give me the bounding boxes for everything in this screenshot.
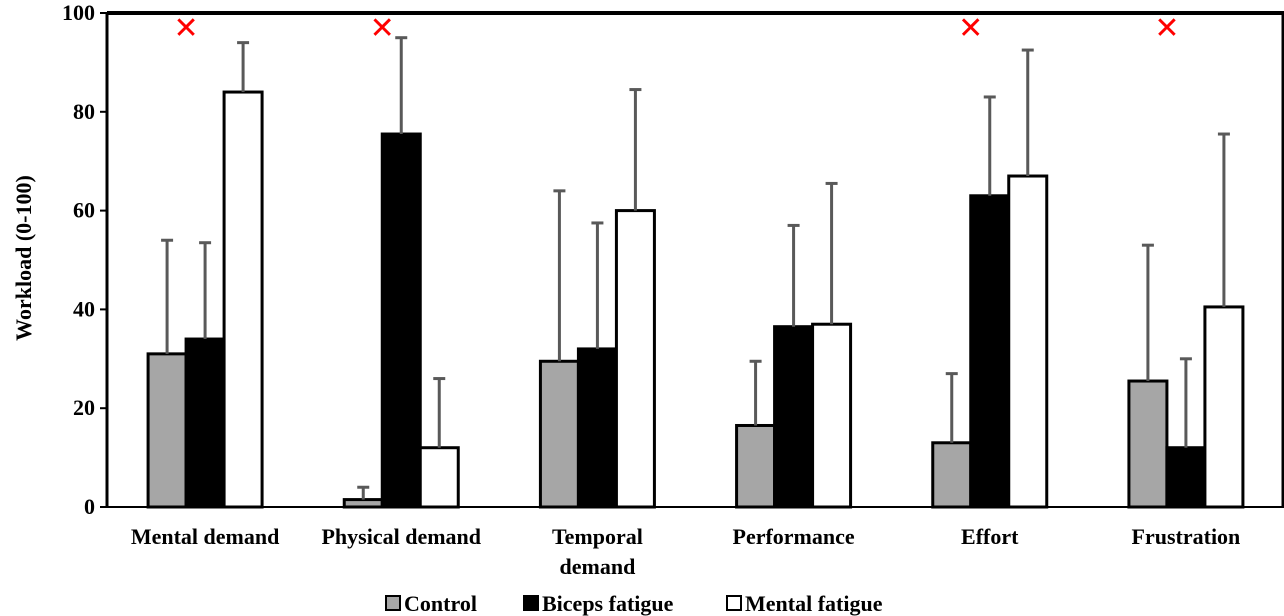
x-category-label: Physical demand: [321, 524, 481, 549]
x-axis-categories: Mental demand Physical demand Temporal dema…: [131, 524, 1240, 579]
x-category-label: demand: [560, 554, 636, 579]
y-axis-label: Workload (0-100): [11, 175, 36, 341]
bar-mental-fatigue: [222, 90, 264, 509]
y-tick-label: 0: [84, 494, 95, 519]
bar-mental-fatigue: [614, 209, 656, 509]
bar-control: [931, 441, 973, 509]
bar-biceps-fatigue: [576, 347, 618, 509]
legend-label: Control: [404, 591, 477, 616]
legend-swatch: [385, 595, 401, 611]
x-category-label: Effort: [961, 524, 1019, 549]
legend-swatch: [726, 595, 742, 611]
bar-control: [735, 423, 777, 509]
legend: Control Biceps fatigue Mental fatigue: [385, 591, 883, 616]
significance-marker: ✕: [1154, 11, 1179, 46]
bar-biceps-fatigue: [380, 132, 422, 509]
y-tick-label: 60: [73, 198, 95, 223]
plot-frame: [105, 11, 1284, 508]
significance-markers: ✕ ✕ ✕ ✕: [174, 11, 1180, 46]
bar-control: [538, 359, 580, 509]
y-tick-label: 40: [73, 296, 95, 321]
significance-marker: ✕: [370, 11, 395, 46]
legend-swatch: [523, 595, 539, 611]
legend-label: Biceps fatigue: [542, 591, 674, 616]
y-tick-label: 20: [73, 395, 95, 420]
bar-mental-fatigue: [1203, 305, 1245, 509]
y-tick-label: 80: [73, 99, 95, 124]
significance-marker: ✕: [174, 11, 199, 46]
bar-control: [1127, 379, 1169, 509]
x-category-label: Performance: [733, 524, 855, 549]
x-category-label: Mental demand: [131, 524, 280, 549]
bar-mental-fatigue: [418, 446, 460, 509]
y-axis: 0 20 40 60 80 100: [62, 0, 107, 519]
bar-control: [342, 498, 384, 509]
bar-mental-fatigue: [1007, 174, 1049, 509]
x-category-label: Frustration: [1132, 524, 1241, 549]
bar-control: [146, 352, 188, 509]
error-bars-layer: [161, 36, 1230, 500]
x-category-label: Temporal: [552, 524, 643, 549]
bar-biceps-fatigue: [1165, 446, 1207, 509]
bar-biceps-fatigue: [184, 337, 226, 509]
legend-label: Mental fatigue: [745, 591, 883, 616]
bar-mental-fatigue: [811, 322, 853, 509]
significance-marker: ✕: [958, 11, 983, 46]
y-tick-label: 100: [62, 0, 95, 25]
bars-layer: [146, 90, 1245, 509]
bar-biceps-fatigue: [969, 194, 1011, 509]
bar-biceps-fatigue: [773, 325, 815, 509]
